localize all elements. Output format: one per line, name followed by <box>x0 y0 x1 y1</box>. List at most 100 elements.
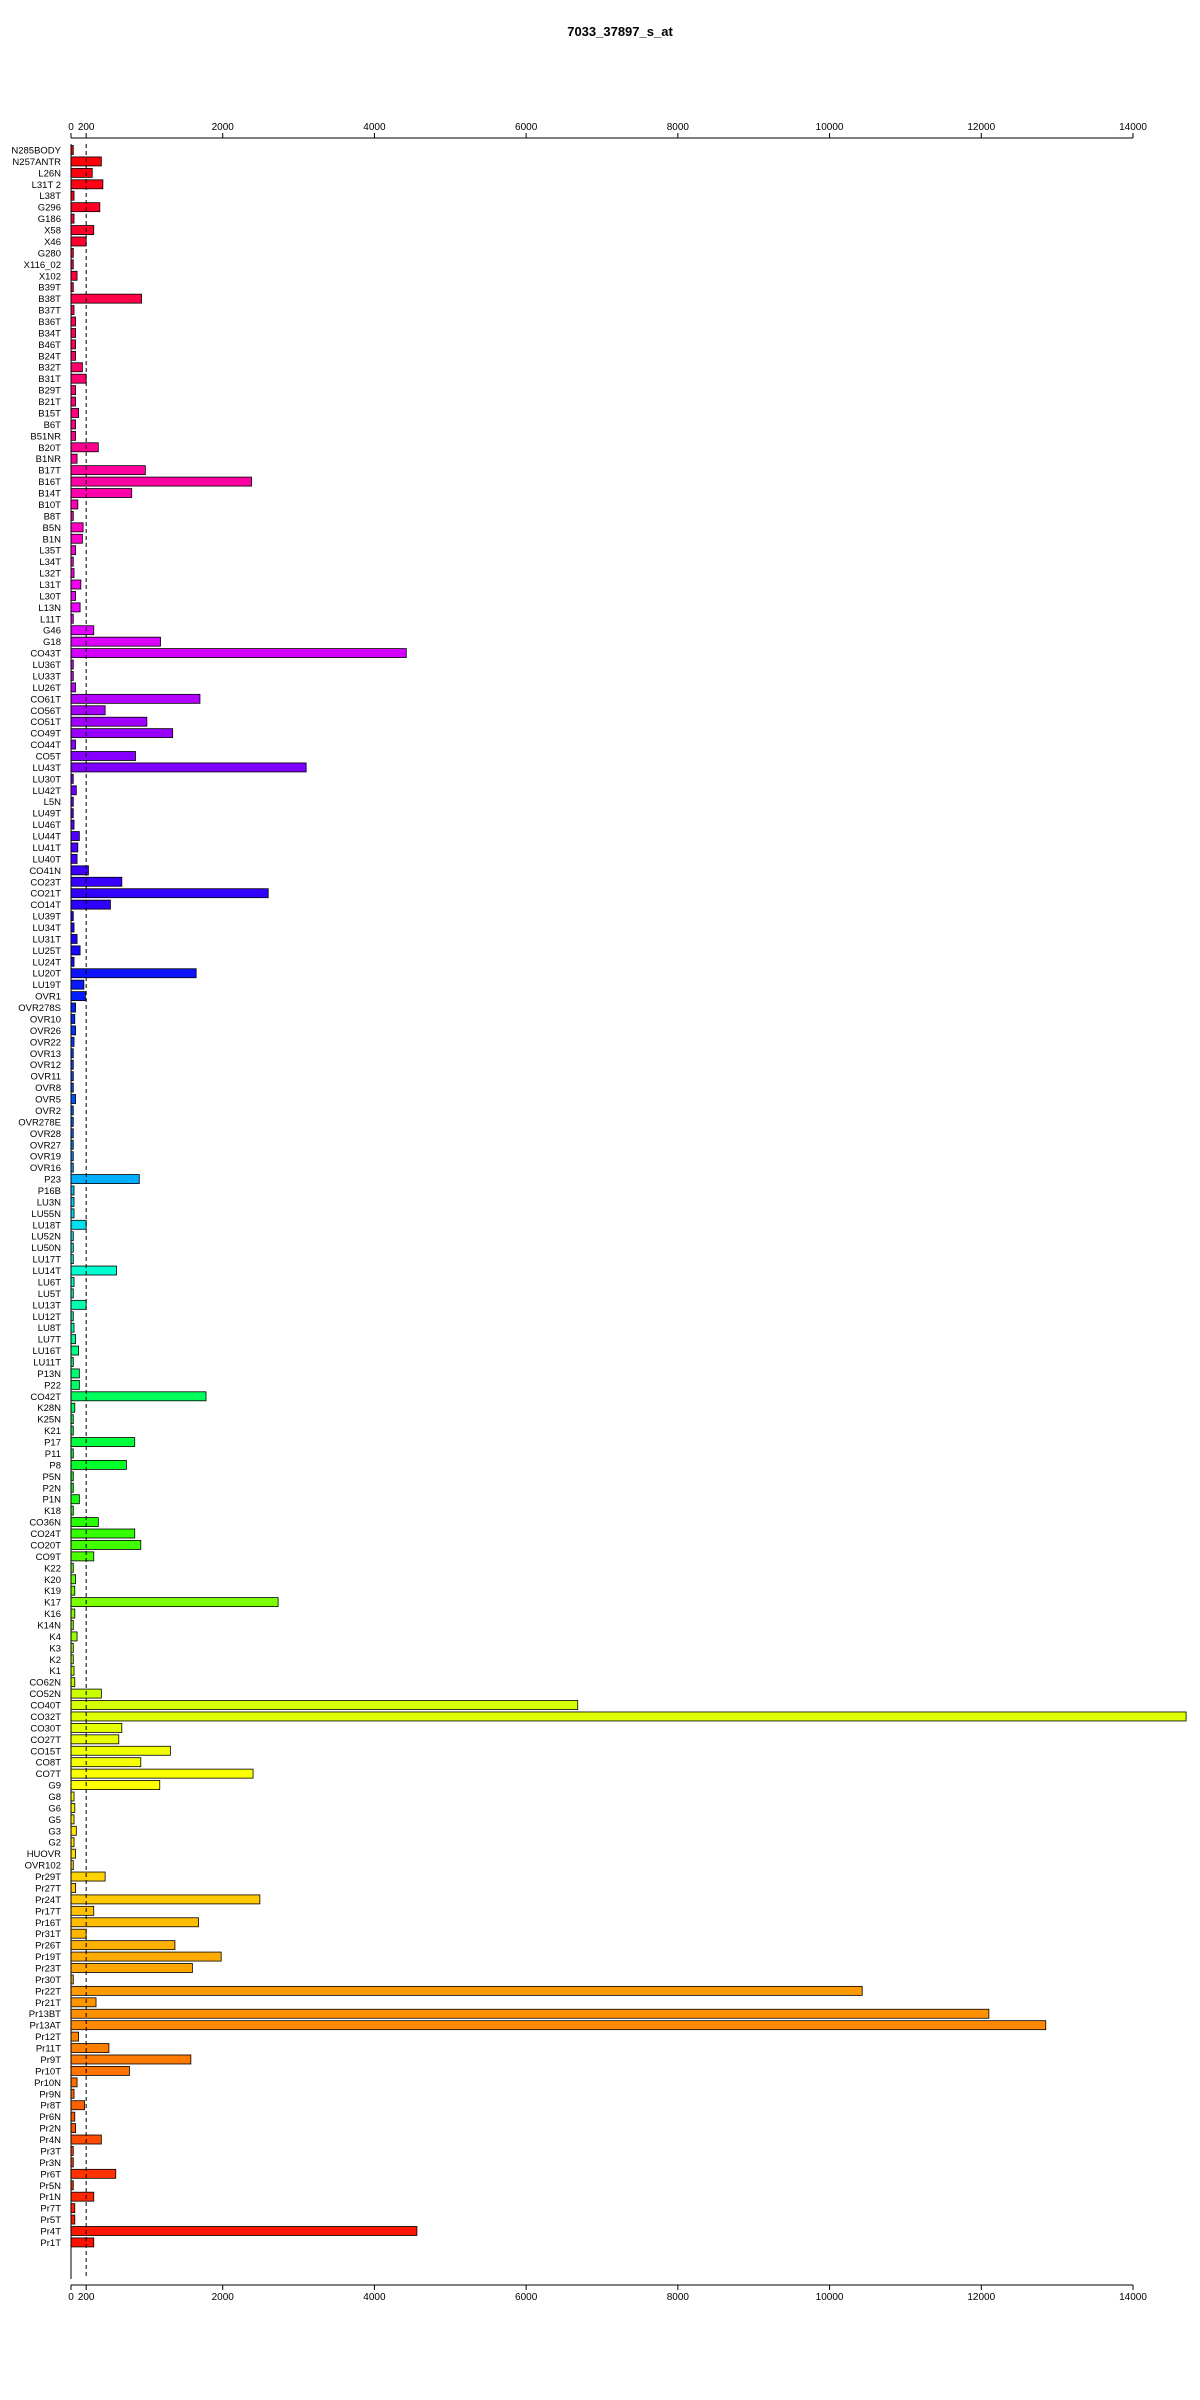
category-label: K22 <box>44 1563 61 1574</box>
bar <box>70 648 407 658</box>
category-label: Pr1N <box>39 2192 61 2203</box>
category-label: L26N <box>38 168 61 179</box>
category-label: OVR19 <box>30 1152 61 1163</box>
bar <box>70 1757 142 1768</box>
category-label: CO43T <box>30 649 61 660</box>
category-label: Pr11T <box>36 2044 61 2055</box>
category-label: CO24T <box>30 1529 61 1540</box>
category-label: L11T <box>40 614 61 625</box>
bar <box>70 1299 87 1310</box>
category-label: OVR28 <box>30 1129 61 1140</box>
category-label: OVR26 <box>30 1026 61 1037</box>
bar <box>70 293 142 304</box>
category-label: Pr24T <box>35 1895 61 1906</box>
category-label: L34T <box>39 557 61 568</box>
top-x-tick-label: 6000 <box>515 122 538 133</box>
bar <box>70 1883 76 1893</box>
category-label: Pr6T <box>40 2169 61 2180</box>
category-label: Pr30T <box>35 1975 61 1986</box>
category-label: LU55N <box>31 1209 61 1220</box>
bar <box>70 1345 79 1356</box>
category-label: B1N <box>43 534 62 545</box>
category-label: Pr27T <box>35 1883 61 1894</box>
bar <box>70 339 76 350</box>
bar <box>70 1402 76 1413</box>
category-label: X102 <box>39 271 61 282</box>
category-label: B17T <box>38 466 61 477</box>
category-label: CO56T <box>30 706 61 717</box>
bar <box>70 1597 279 1608</box>
category-label: LU20T <box>32 969 61 980</box>
category-label: LU11T <box>33 1358 61 1369</box>
bottom-x-axis: 0 200 2000 4000 6000 8000 10000 12000 14000 <box>68 2284 1147 2303</box>
category-label: LU17T <box>32 1255 61 1266</box>
category-label: B36T <box>38 317 61 328</box>
category-label: OVR1 <box>35 992 61 1003</box>
category-label: OVR102 <box>25 1861 61 1872</box>
category-label: X116_02 <box>24 260 61 271</box>
bar <box>70 785 77 796</box>
bar <box>70 225 95 235</box>
category-label: Pr4N <box>39 2135 61 2146</box>
category-label: Pr2N <box>39 2124 61 2135</box>
category-label: OVR278E <box>18 1117 61 1128</box>
category-label: G3 <box>48 1826 61 1837</box>
bar <box>70 2008 990 2019</box>
category-label: G296 <box>38 203 61 214</box>
category-label: Pr5N <box>39 2181 61 2192</box>
category-label: LU26T <box>32 683 61 694</box>
category-label: G280 <box>38 248 61 259</box>
bar <box>70 167 93 178</box>
bar <box>70 1677 76 1688</box>
bar <box>70 2111 76 2122</box>
category-label: Pr9N <box>39 2089 61 2100</box>
bar <box>70 442 99 453</box>
category-label: LU16T <box>32 1346 61 1357</box>
category-label: P23 <box>44 1175 61 1186</box>
category-label: Pr12T <box>35 2032 61 2043</box>
bar <box>70 2214 76 2225</box>
category-label: P17 <box>44 1438 61 1449</box>
category-label: B1NR <box>36 454 61 465</box>
category-label: B32T <box>38 363 61 374</box>
category-label: CO8T <box>36 1758 62 1769</box>
bar <box>70 499 79 510</box>
category-label: LU24T <box>32 957 61 968</box>
category-label: B37T <box>38 306 61 317</box>
category-label: LU18T <box>32 1220 61 1231</box>
category-label: Pr9T <box>40 2055 61 2066</box>
bar <box>70 533 83 544</box>
category-label: Pr13BT <box>29 2009 61 2020</box>
bar <box>70 934 78 944</box>
bar <box>70 2123 76 2133</box>
category-label: OVR12 <box>30 1060 61 1071</box>
bars-group <box>70 145 1187 2248</box>
category-label: Pr4T <box>40 2226 61 2237</box>
category-label: P16B <box>38 1186 61 1197</box>
bar <box>70 270 78 281</box>
bar <box>70 1711 1187 1722</box>
bar <box>70 2043 110 2053</box>
category-label: CO61T <box>30 694 61 705</box>
bar <box>70 579 82 590</box>
category-label: B6T <box>44 420 62 431</box>
bar <box>70 2100 86 2111</box>
bar <box>70 739 76 750</box>
category-label: B10T <box>38 500 61 511</box>
category-label: X46 <box>44 237 61 248</box>
top-x-tick-label: 12000 <box>967 122 995 133</box>
category-label: B14T <box>38 489 61 500</box>
category-label: LU6T <box>38 1277 61 1288</box>
top-x-tick-label: 8000 <box>667 122 690 133</box>
category-label: OVR10 <box>30 1014 61 1025</box>
category-label: Pr19T <box>35 1952 61 1963</box>
bar <box>70 202 101 213</box>
top-x-tick-label: 2000 <box>212 122 235 133</box>
category-label: LU44T <box>32 832 61 843</box>
bar <box>70 842 79 853</box>
bar <box>70 1494 80 1505</box>
bar <box>70 1334 76 1345</box>
category-label: Pr29T <box>35 1872 61 1883</box>
category-label: OVR11 <box>31 1072 61 1083</box>
